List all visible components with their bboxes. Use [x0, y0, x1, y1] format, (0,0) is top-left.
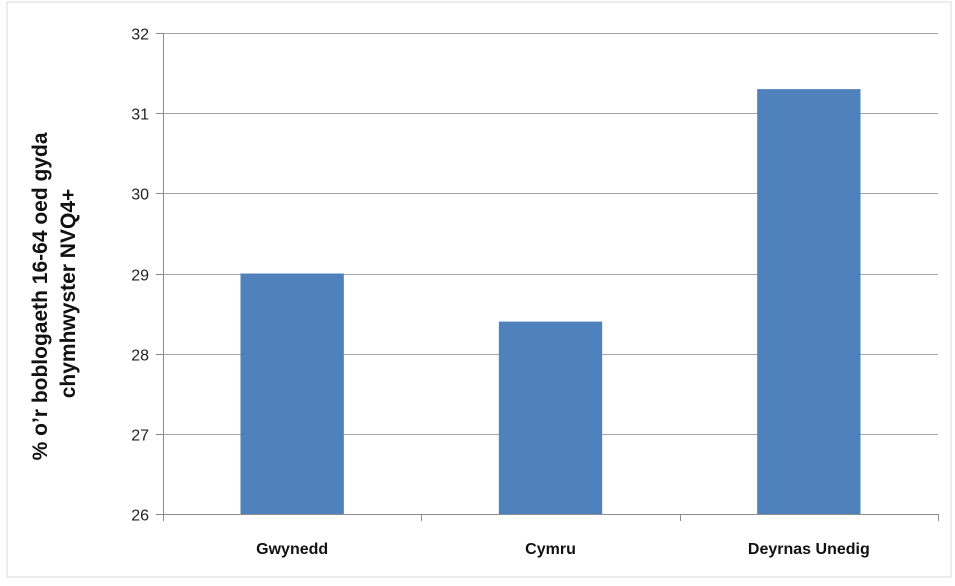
y-tick-label: 32 — [131, 27, 149, 44]
bars — [240, 89, 861, 514]
y-tick-label: 27 — [131, 428, 149, 445]
x-category-labels: Gwynedd Cymru Deyrnas Unedig — [256, 541, 870, 558]
y-tick-label: 30 — [131, 187, 149, 204]
y-axis-title: % o’r boblogaeth 16-64 oed gyda chymhwys… — [29, 127, 80, 461]
y-tick-label: 31 — [131, 107, 149, 124]
y-tick-labels: 26 27 28 29 30 31 32 — [131, 27, 149, 525]
x-category-label: Cymru — [525, 541, 576, 558]
y-tick-label: 29 — [131, 268, 149, 285]
bar-gwynedd — [240, 273, 344, 514]
axes — [156, 33, 939, 521]
chart-border — [6, 1, 952, 578]
bar-deyrnas-unedig — [757, 89, 861, 514]
bar-cymru — [498, 321, 603, 514]
y-axis-title-line-1: % o’r boblogaeth 16-64 oed gyda — [29, 132, 52, 460]
x-category-label: Gwynedd — [256, 541, 328, 558]
y-tick-label: 28 — [131, 348, 149, 365]
y-axis-title-line-2: chymhwyster NVQ4+ — [57, 189, 80, 399]
x-category-label: Deyrnas Unedig — [748, 541, 870, 558]
y-tick-label: 26 — [131, 508, 149, 525]
